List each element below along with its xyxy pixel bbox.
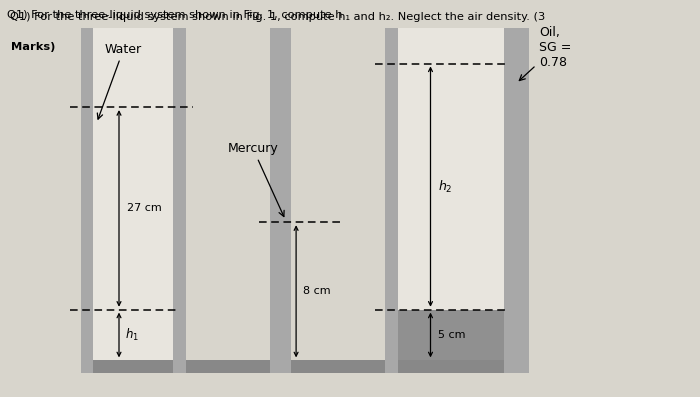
Bar bbox=[398, 28, 504, 360]
Text: Mercury: Mercury bbox=[228, 142, 284, 216]
Bar bbox=[173, 28, 186, 373]
Bar bbox=[278, 222, 282, 360]
Bar bbox=[80, 28, 93, 373]
Text: $h_1$: $h_1$ bbox=[125, 327, 139, 343]
Text: Water: Water bbox=[97, 42, 142, 119]
Bar bbox=[270, 28, 282, 373]
Text: 5 cm: 5 cm bbox=[438, 330, 465, 340]
Text: Q1) For the three-liquid system shown in Fig. 1, compute h₁ and h₂. Neglect the : Q1) For the three-liquid system shown in… bbox=[10, 12, 546, 22]
Bar bbox=[80, 360, 528, 373]
Bar bbox=[385, 28, 398, 373]
Text: 8 cm: 8 cm bbox=[303, 286, 330, 296]
Text: 27 cm: 27 cm bbox=[127, 203, 162, 214]
Text: Q1) For the three-liquid system shown in Fig. 1, compute h: Q1) For the three-liquid system shown in… bbox=[7, 10, 342, 20]
Bar bbox=[398, 310, 504, 360]
Text: $h_2$: $h_2$ bbox=[438, 179, 452, 195]
Bar bbox=[278, 28, 290, 373]
Text: Marks): Marks) bbox=[10, 42, 55, 52]
Bar bbox=[278, 28, 282, 360]
Text: Oil,
SG =
0.78: Oil, SG = 0.78 bbox=[519, 26, 571, 81]
Bar bbox=[504, 28, 528, 373]
Bar bbox=[93, 28, 173, 360]
